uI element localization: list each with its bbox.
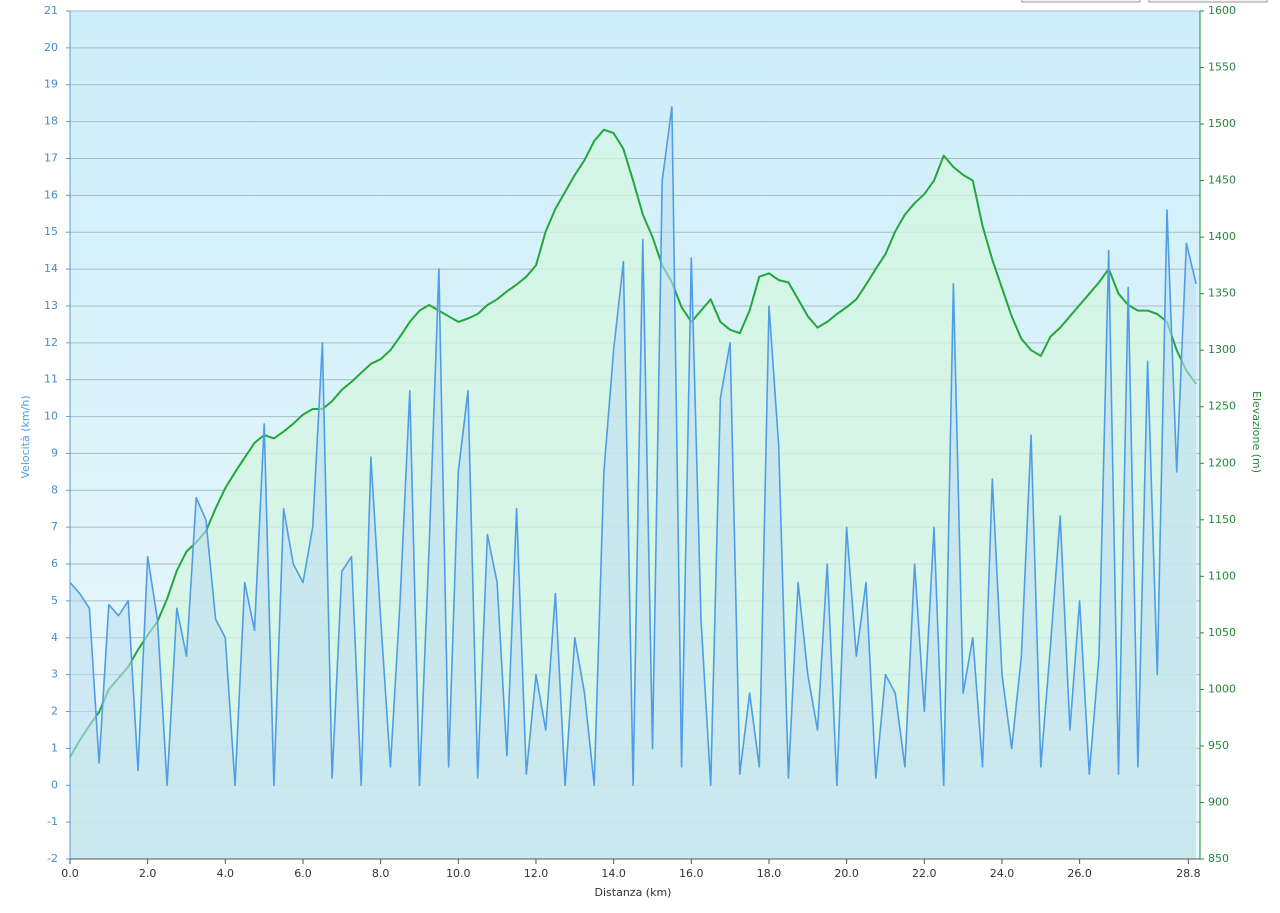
x-tick-label: 16.0 [679,867,704,880]
y2-tick-label: 900 [1208,795,1229,808]
y-tick-label: 13 [44,299,58,312]
y-tick-label: -2 [47,852,58,865]
toolbar-button[interactable] [1021,0,1141,3]
y-tick-label: 19 [44,78,58,91]
y2-tick-label: 1350 [1208,287,1236,300]
y2-tick-label: 1400 [1208,230,1236,243]
x-axis-label: Distanza (km) [595,886,672,899]
y-tick-label: 10 [44,410,58,423]
toolbar-button[interactable] [1148,0,1268,3]
y2-tick-label: 1250 [1208,400,1236,413]
y-tick-label: 17 [44,151,58,164]
y2-tick-label: 850 [1208,852,1229,865]
y-tick-label: 4 [51,631,58,644]
y-tick-label: 3 [51,668,58,681]
y-tick-label: 2 [51,705,58,718]
y2-tick-label: 1150 [1208,513,1236,526]
y-tick-label: 14 [44,262,58,275]
line [69,106,1197,787]
x-tick-label: 6.0 [294,867,312,880]
x-tick-label: 14.0 [601,867,626,880]
x-tick-label: 0.0 [61,867,79,880]
area [70,106,1197,859]
y-tick-label: 15 [44,225,58,238]
y2-tick-label: 1200 [1208,456,1236,469]
y-tick-label: 9 [51,446,58,459]
y-tick-label: 20 [44,41,58,54]
x-tick-label: 26.0 [1067,867,1092,880]
y-tick-label: 18 [44,115,58,128]
y-tick-label: 6 [51,557,58,570]
marks [69,106,1197,859]
line [69,128,1197,758]
y-tick-label: 0 [51,778,58,791]
y2-tick-label: 1500 [1208,117,1236,130]
x-tick-label: 22.0 [912,867,937,880]
x-tick-label: 10.0 [446,867,471,880]
x-tick-label: 20.0 [834,867,859,880]
x-tick-label: 28.8 [1176,867,1201,880]
y-tick-label: -1 [47,815,58,828]
y-tick-label: 21 [44,4,58,17]
y2-axis-label: Elevazione (m) [1250,391,1263,473]
y2-tick-label: 950 [1208,739,1229,752]
y-axis-label: Velocità (km/h) [19,395,32,478]
y-tick-label: 11 [44,373,58,386]
y2-tick-label: 1550 [1208,61,1236,74]
x-tick-label: 4.0 [217,867,235,880]
y-tick-label: 1 [51,741,58,754]
y-tick-label: 8 [51,483,58,496]
y2-tick-label: 1450 [1208,174,1236,187]
y2-tick-label: 1600 [1208,4,1236,17]
y2-tick-label: 1050 [1208,626,1236,639]
y-tick-label: 7 [51,520,58,533]
y-tick-label: 12 [44,336,58,349]
x-tick-label: 2.0 [139,867,157,880]
x-tick-label: 12.0 [524,867,549,880]
y-tick-label: 16 [44,188,58,201]
axes: -2-1012345678910111213141516171819202185… [44,4,1236,880]
x-tick-label: 24.0 [990,867,1015,880]
x-tick-label: 8.0 [372,867,390,880]
y-tick-label: 5 [51,594,58,607]
y2-tick-label: 1000 [1208,682,1236,695]
x-tick-label: 18.0 [757,867,782,880]
y2-tick-label: 1300 [1208,343,1236,356]
y2-tick-label: 1100 [1208,569,1236,582]
